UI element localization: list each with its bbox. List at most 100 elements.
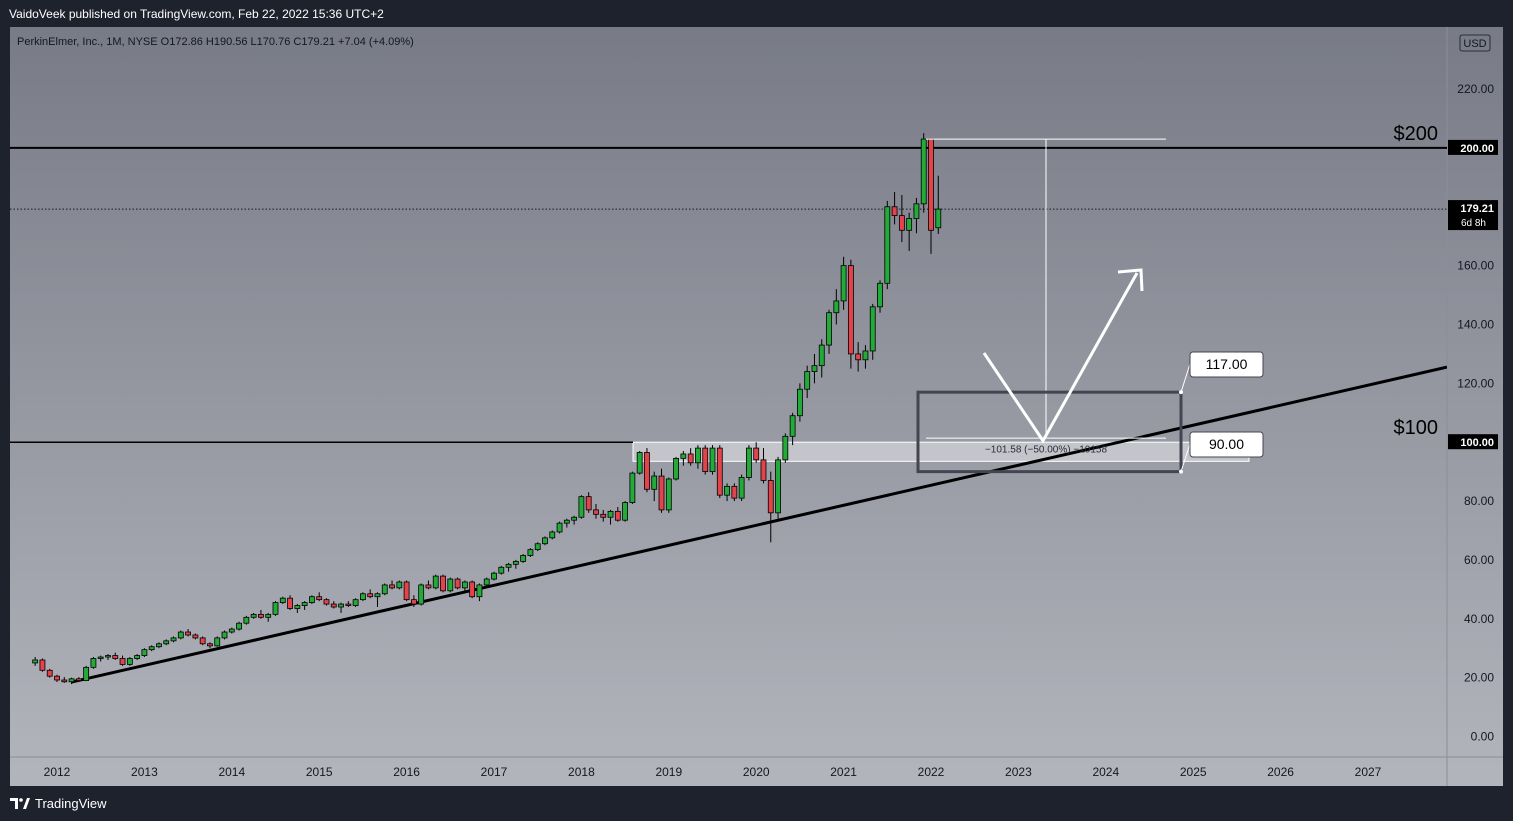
box-bottom-callout-text: 90.00 [1209, 436, 1244, 452]
currency-badge[interactable] [1459, 34, 1491, 52]
candles [32, 133, 942, 685]
level-price-tag-bg [1448, 434, 1498, 450]
candle-body [476, 584, 483, 598]
annotations: 117.00 90.00 $200 $100 [1179, 123, 1438, 474]
candle [738, 474, 745, 502]
candle [374, 592, 381, 608]
candle [410, 595, 417, 608]
candle-body [447, 578, 454, 592]
candle [491, 571, 497, 581]
candle [527, 548, 534, 557]
candle-body [928, 138, 934, 231]
candle-body [440, 575, 446, 592]
candle-body [163, 640, 170, 645]
candle-body [585, 496, 592, 511]
candle [323, 598, 330, 606]
candle [709, 445, 716, 475]
candle-body [279, 597, 286, 603]
candle-body [119, 658, 126, 665]
candle [83, 665, 90, 682]
candle [272, 601, 279, 616]
candle-body [258, 613, 264, 618]
candle-body [629, 472, 636, 503]
candle-body [658, 475, 665, 511]
candle [512, 559, 519, 569]
candle-body [673, 457, 679, 480]
price-axis[interactable]: 0.00 20.00 40.00 60.00 80.00 120.00 140.00 160.… [1448, 82, 1498, 744]
current-price-value: 179.21 [1460, 203, 1494, 215]
candle-body [869, 306, 876, 352]
candle [338, 602, 344, 613]
level-price-tag-text: 100.00 [1460, 437, 1494, 449]
candle [105, 654, 111, 660]
candle-body [906, 218, 913, 231]
level-price-tag: 100.00 [1448, 434, 1498, 450]
candle [651, 471, 658, 502]
candle-body [126, 658, 133, 665]
y-tick-label: 60.00 [1464, 553, 1494, 567]
candle [54, 674, 60, 683]
candle [797, 383, 803, 422]
candle [185, 629, 192, 637]
level-price-tag-bg [1448, 139, 1498, 155]
label-200: $200 [1394, 123, 1439, 145]
candle [716, 445, 723, 499]
trendline [71, 365, 1447, 684]
candle-body [214, 637, 221, 647]
candle-body [498, 566, 505, 574]
candle-body [491, 572, 497, 580]
candle-body [483, 578, 490, 586]
x-tick-label: 2021 [830, 765, 857, 779]
candle-body [374, 593, 381, 598]
candle-body [578, 496, 585, 518]
candle [199, 636, 206, 646]
candle-body [724, 485, 730, 496]
candle-body [90, 658, 97, 668]
symbol-ohlc-legend: PerkinElmer, Inc., 1M, NYSE O172.86 H190… [17, 36, 414, 48]
candle-body [789, 415, 796, 437]
candle [746, 445, 752, 481]
x-tick-label: 2014 [218, 765, 245, 779]
candle [782, 433, 789, 463]
candle [644, 448, 650, 493]
candle [345, 601, 352, 608]
current-price-countdown: 6d 8h [1461, 218, 1486, 229]
tradingview-brand[interactable]: TradingView [10, 796, 107, 811]
candle-body [731, 485, 738, 499]
candle [505, 562, 512, 572]
drawings: −101.58 (−50.00%) −10158 [916, 138, 1183, 474]
time-axis[interactable]: 2012 2013 2014 2015 2016 2017 2018 2019 2020 2021… [44, 765, 1382, 779]
candle-body [272, 602, 279, 615]
arrow-head [1117, 268, 1144, 292]
candle [906, 212, 913, 251]
y-tick-label: 0.00 [1471, 730, 1495, 744]
chart-background [10, 27, 1503, 786]
candle-body [418, 584, 425, 605]
x-tick-label: 2018 [568, 765, 595, 779]
candle-body [775, 459, 781, 514]
candle [156, 642, 162, 649]
candle [192, 633, 199, 640]
candle-body [702, 447, 709, 473]
candle [359, 592, 366, 602]
candle [578, 495, 585, 519]
candle-body [112, 655, 119, 659]
candle-body [833, 300, 840, 314]
candle-body [185, 631, 192, 636]
candle [309, 595, 315, 605]
y-tick-label: 160.00 [1457, 259, 1494, 273]
candle-body [221, 631, 228, 639]
candle-body [847, 265, 854, 355]
currency-label: USD [1463, 38, 1486, 50]
footer-bar: TradingView [0, 786, 1513, 821]
current-price-tag: 179.21 6d 8h [1448, 200, 1498, 231]
candle [680, 451, 687, 466]
candle [665, 477, 672, 513]
candle-body [148, 646, 155, 651]
x-tick-label: 2013 [131, 765, 158, 779]
candle-body [651, 475, 658, 490]
candle-body [352, 599, 359, 606]
y-tick-label: 80.00 [1464, 494, 1494, 508]
candle-body [236, 622, 242, 630]
